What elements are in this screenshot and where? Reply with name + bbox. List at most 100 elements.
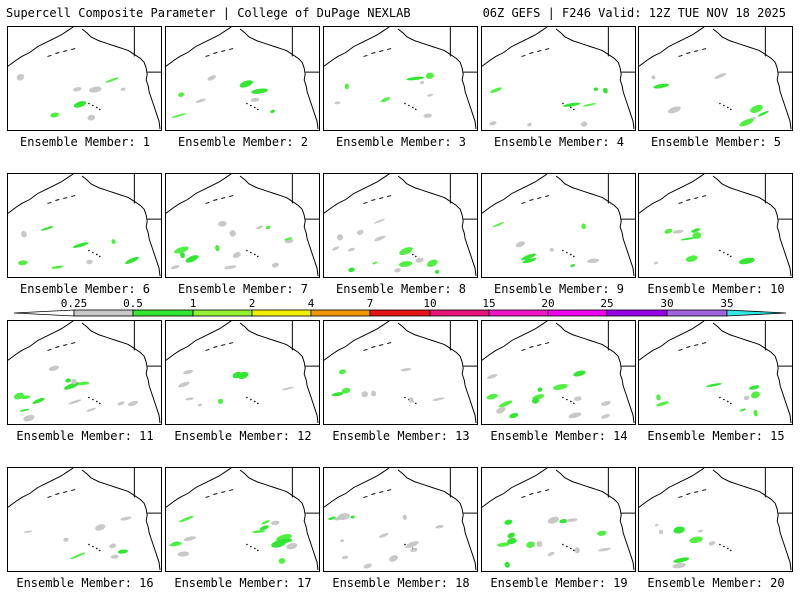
coastline <box>324 27 390 67</box>
coastline <box>397 469 461 504</box>
island <box>246 102 248 105</box>
map-svg <box>8 468 161 571</box>
coastline <box>363 489 392 498</box>
scp-area-green <box>673 557 690 563</box>
ensemble-member-label: Ensemble Member: 4 <box>493 135 625 149</box>
scp-area-green <box>185 255 199 263</box>
scp-area-gray <box>86 259 93 265</box>
island <box>566 398 568 401</box>
island <box>257 108 259 111</box>
colorbar-under-arrow <box>13 309 75 317</box>
coastline <box>678 48 707 57</box>
island <box>562 102 564 105</box>
scp-area-green <box>105 77 120 83</box>
island <box>562 396 564 399</box>
scp-area-green <box>64 382 80 390</box>
island <box>246 543 248 546</box>
ensemble-member-label: Ensemble Member: 10 <box>647 282 785 296</box>
scp-area-green <box>656 401 669 407</box>
scp-area-gray <box>86 407 97 412</box>
scp-area-green <box>526 541 535 548</box>
ensemble-map-panel <box>7 467 162 572</box>
scp-area-green <box>685 255 698 262</box>
coastline <box>324 468 390 508</box>
coastline <box>324 174 390 214</box>
scp-area-gray <box>109 543 117 549</box>
coastline <box>239 175 303 210</box>
coastline <box>712 28 776 63</box>
island <box>573 108 575 111</box>
scp-area-green <box>492 222 505 228</box>
ensemble-member-label: Ensemble Member: 6 <box>19 282 151 296</box>
scp-area-gray <box>653 261 659 265</box>
scp-area-gray <box>389 555 399 562</box>
coastline <box>81 322 145 357</box>
scp-area-gray <box>68 399 82 405</box>
scp-area-gray <box>651 75 656 80</box>
island <box>415 402 417 405</box>
scp-area-gray <box>601 413 610 419</box>
scp-area-green <box>570 264 575 268</box>
colorbar-tick-label: 35 <box>720 297 733 310</box>
island <box>254 106 256 109</box>
ensemble-member-label: Ensemble Member: 8 <box>335 282 467 296</box>
island <box>412 253 414 256</box>
scp-area-gray <box>218 220 227 227</box>
scp-area-green <box>602 87 608 94</box>
ensemble-member-label: Ensemble Member: 12 <box>174 429 312 443</box>
colorbar-tick-label: 7 <box>367 297 374 310</box>
coastline <box>555 28 619 63</box>
scp-area-gray <box>394 268 401 273</box>
coastline <box>774 503 792 571</box>
island <box>415 108 417 111</box>
scp-area-gray <box>527 122 532 127</box>
coastline <box>712 322 776 357</box>
map-svg <box>639 174 792 277</box>
ensemble-member-label: Ensemble Member: 1 <box>19 135 151 149</box>
scp-area-green <box>276 534 292 542</box>
colorbar-segment <box>132 309 194 317</box>
ensemble-member-label: Ensemble Member: 17 <box>174 576 312 590</box>
island <box>566 251 568 254</box>
scp-area-green <box>380 97 390 103</box>
scp-area-gray <box>549 247 554 252</box>
colorbar-tick-label: 2 <box>249 297 256 310</box>
scp-area-green <box>573 370 586 377</box>
island <box>404 102 406 105</box>
island <box>723 251 725 254</box>
scp-area-green <box>278 558 286 564</box>
scp-area-green <box>50 112 60 118</box>
scp-area-green <box>753 409 758 417</box>
coastline <box>521 48 550 57</box>
scp-area-green <box>259 525 269 531</box>
scp-area-green <box>593 87 599 91</box>
colorbar-tick-label: 25 <box>600 297 613 310</box>
scp-area-gray <box>270 520 280 526</box>
map-svg <box>324 174 477 277</box>
scp-area-gray <box>16 73 25 81</box>
scp-area-gray <box>435 524 444 529</box>
map-svg <box>8 27 161 130</box>
scp-area-green <box>171 113 187 118</box>
map-svg <box>482 27 635 130</box>
island <box>99 549 101 552</box>
scp-area-green <box>217 398 224 404</box>
scp-area-gray <box>63 537 69 542</box>
scp-area-gray <box>580 121 588 127</box>
scp-area-green <box>399 261 413 268</box>
scp-area-green <box>692 232 702 239</box>
scp-area-green <box>521 253 536 261</box>
coastline <box>301 503 319 571</box>
island <box>88 102 90 105</box>
island <box>570 400 572 403</box>
scp-area-green <box>537 387 543 392</box>
coastline <box>239 322 303 357</box>
coastline <box>47 195 76 204</box>
scp-area-green <box>111 239 116 245</box>
ensemble-member-label: Ensemble Member: 20 <box>647 576 785 590</box>
scp-area-gray <box>743 395 750 401</box>
scp-area-gray <box>197 403 202 407</box>
island <box>727 106 729 109</box>
ensemble-member-label: Ensemble Member: 7 <box>177 282 309 296</box>
scp-area-gray <box>195 98 206 103</box>
